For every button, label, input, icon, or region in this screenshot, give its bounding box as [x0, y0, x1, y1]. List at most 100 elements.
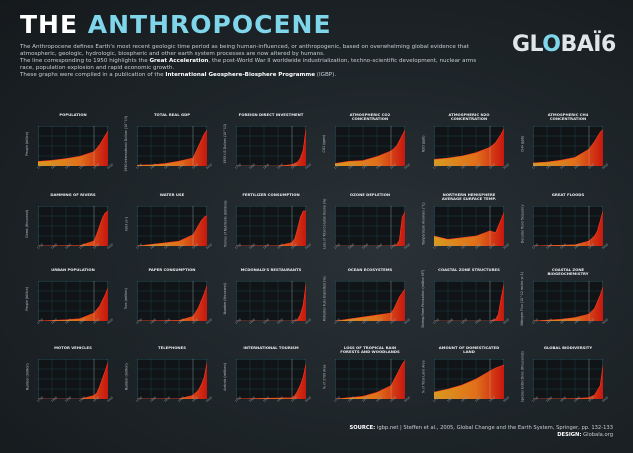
chart-panel-damming-of-rivers: DAMMING OF RIVERS Dams (thousand) 1750 1800…: [25, 192, 114, 257]
y-axis-label: CO2 (ppm): [319, 127, 331, 161]
source-credits: SOURCE: igbp.net | Steffen et al., 2005,…: [193, 425, 613, 439]
y-axis-label-text: 1990 International Dollars (10^13): [124, 116, 129, 172]
chart-plot: [335, 359, 405, 399]
y-axis-label: Nitrogen Flux (10^12 moles yr-1): [517, 272, 529, 325]
y-axis-label-text: Nitrogen Flux (10^12 moles yr-1): [520, 272, 525, 326]
series-line: [335, 211, 405, 246]
series-area: [533, 286, 603, 321]
y-axis-label: Number (thousand): [220, 282, 232, 316]
y-axis-label: Number (million): [22, 360, 34, 394]
y-axis-label: km3 yr-1: [121, 207, 133, 241]
y-axis-label: Shrimp Farm Production (million MT): [418, 270, 430, 328]
chart-title: FOREIGN DIRECT INVESTMENT: [238, 112, 304, 117]
series-area: [38, 287, 108, 321]
chart-plot: [236, 206, 306, 246]
y-axis-label: People (billion): [22, 282, 34, 316]
series-line: [38, 130, 108, 162]
chart-plot: [137, 126, 207, 166]
y-axis-label: Temperature Anomaly (°C): [418, 203, 430, 246]
intro-2-pre: The line corresponding to 1950 highlight…: [20, 58, 150, 64]
y-axis-label-text: km3 yr-1: [124, 216, 129, 232]
chart-title: URBAN POPULATION: [51, 267, 95, 272]
series-line: [137, 215, 207, 246]
source-line: SOURCE: igbp.net | Steffen et al., 2005,…: [193, 425, 613, 432]
y-axis-label: Dams (thousand): [22, 207, 34, 241]
title-part-2: ANTHROPOCENE: [87, 10, 332, 39]
chart-title: ATMOSPHERIC N2O CONCENTRATION: [448, 112, 490, 122]
series-line: [38, 210, 108, 246]
series-area: [38, 211, 108, 246]
chart-panel-water-use: WATER USE km3 yr-1 1750 1800 1850 1900 1950 200…: [124, 192, 213, 257]
chart-panel-atmospheric-ch4-concentration: ATMOSPHERIC CH4 CONCENTRATION CH4 (ppb) 17…: [520, 112, 609, 177]
y-axis-label: Number (million): [121, 360, 133, 394]
y-axis-label-text: Decadal flood frequency: [520, 204, 525, 244]
y-axis-label-text: 1995 US Dollars (10^12): [223, 124, 228, 164]
logo-text-a: GL: [512, 32, 543, 57]
y-axis-label: Tons (million): [121, 282, 133, 316]
y-axis-label: Tonnes of Nutrients (millions): [220, 201, 232, 248]
series-line: [434, 212, 504, 240]
chart-plot: [533, 359, 603, 399]
chart-panel-urban-population: URBAN POPULATION People (billion) 1750 1800…: [25, 267, 114, 332]
series-area: [335, 289, 405, 321]
intro-2-bold: Great Acceleration: [149, 58, 209, 64]
chart-plot: [434, 126, 504, 166]
y-axis-label-text: CH4 (ppb): [520, 135, 525, 153]
y-axis-label-text: Temperature Anomaly (°C): [421, 202, 426, 246]
y-axis-label-text: Fisheries Fully Exploited (%): [322, 276, 327, 322]
chart-title: TOTAL REAL GDP: [153, 112, 191, 117]
chart-panel-foreign-direct-investment: FOREIGN DIRECT INVESTMENT 1995 US Dollars…: [223, 112, 312, 177]
y-axis-label: People (billion): [22, 127, 34, 161]
y-axis-label: 1990 International Dollars (10^13): [121, 116, 133, 172]
series-area: [533, 365, 603, 399]
series-area: [236, 364, 306, 399]
y-axis-label-text: Dams (thousand): [25, 210, 30, 238]
intro-3-pre: These graphs were compiled in a publicat…: [20, 72, 166, 78]
chart-plot: [38, 206, 108, 246]
chart-panel-loss-of-tropical-rain-forests-and-woodlands: LOSS OF TROPICAL RAIN FORESTS AND WOODLA…: [322, 345, 411, 410]
y-axis-label-text: Number (million): [124, 363, 129, 391]
chart-panel-ozone-depletion: OZONE DEPLETION Loss of Total Column Ozon…: [322, 192, 411, 257]
page-title: THE ANTHROPOCENE: [20, 10, 332, 39]
chart-plot: [434, 206, 504, 246]
y-axis-label-text: Number (thousand): [223, 283, 228, 315]
design-line: DESIGN: Globaïa.org: [193, 432, 613, 439]
chart-title: TELEPHONES: [158, 345, 186, 350]
series-area: [335, 360, 405, 399]
series-line: [434, 128, 504, 160]
y-axis-label: N2O (ppb): [418, 127, 430, 161]
y-axis-label: Decadal flood frequency: [517, 204, 529, 244]
intro-3-bold: International Geosphere-Biosphere Progra…: [165, 72, 315, 78]
y-axis-label: % of 1700 Area: [319, 360, 331, 394]
chart-panel-telephones: TELEPHONES Number (million) 1750 1800 1850 19…: [124, 345, 213, 410]
series-area: [236, 211, 306, 246]
chart-title: COASTAL ZONE STRUCTURES: [438, 267, 500, 272]
series-area: [335, 130, 405, 166]
series-area: [137, 130, 207, 166]
chart-plot: [533, 281, 603, 321]
y-axis-label-text: N2O (ppb): [421, 135, 426, 153]
chart-title: INTERNATIONAL TOURISM: [243, 345, 299, 350]
series-line: [236, 210, 306, 246]
chart-plot: [137, 206, 207, 246]
y-axis-label-text: People (billion): [25, 287, 30, 311]
series-area: [137, 285, 207, 321]
y-axis-label: 1995 US Dollars (10^12): [220, 124, 232, 164]
chart-title: AMOUNT OF DOMESTICATED LAND: [438, 345, 500, 355]
chart-title: ATMOSPHERIC CO2 CONCENTRATION: [349, 112, 391, 122]
series-line: [434, 364, 504, 393]
chart-title: PAPER CONSUMPTION: [148, 267, 196, 272]
y-axis-label: Arrivals (millions): [220, 360, 232, 394]
series-area: [236, 128, 306, 166]
chart-title: GREAT FLOODS: [551, 192, 585, 197]
y-axis-label: Fisheries Fully Exploited (%): [319, 277, 331, 322]
chart-panel-total-real-gdp: TOTAL REAL GDP 1990 International Dollars…: [124, 112, 213, 177]
design-text: Globaïa.org: [583, 432, 613, 438]
intro-paragraph-1: The Anthropocene defines Earth's most re…: [20, 44, 469, 57]
chart-title: COASTAL ZONE BIOGEOCHEMISTRY: [547, 267, 589, 277]
chart-plot: [335, 206, 405, 246]
chart-panel-coastal-zone-structures: COASTAL ZONE STRUCTURES Shrimp Farm Produ…: [421, 267, 510, 332]
series-line: [533, 210, 603, 246]
logo-text-b: O: [542, 32, 561, 57]
